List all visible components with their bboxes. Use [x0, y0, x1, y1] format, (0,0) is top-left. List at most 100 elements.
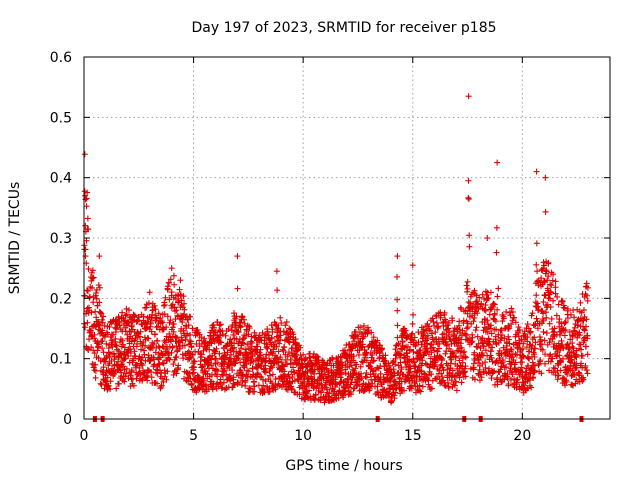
- data-point: [137, 371, 144, 378]
- data-point: [137, 328, 144, 335]
- data-point: [148, 374, 155, 381]
- data-point: [552, 278, 559, 285]
- data-point: [196, 385, 203, 392]
- spike-peak-point: [234, 253, 241, 260]
- data-point: [339, 362, 346, 369]
- spike-peak-point: [465, 93, 472, 100]
- data-point: [173, 353, 180, 360]
- data-point: [465, 177, 472, 184]
- data-point: [229, 367, 236, 374]
- data-point: [482, 302, 489, 309]
- data-point: [466, 243, 473, 250]
- data-point: [543, 314, 550, 321]
- spike-peak-point: [177, 277, 184, 284]
- data-point: [561, 332, 568, 339]
- data-point: [158, 382, 165, 389]
- data-point: [337, 353, 344, 360]
- data-point: [84, 189, 91, 196]
- data-point: [218, 339, 225, 346]
- data-point: [234, 381, 241, 388]
- data-point: [185, 322, 192, 329]
- data-point: [356, 339, 363, 346]
- data-point: [266, 372, 273, 379]
- data-point: [110, 331, 117, 338]
- data-point: [92, 374, 99, 381]
- data-point: [378, 346, 385, 353]
- data-point: [170, 361, 177, 368]
- data-point: [240, 372, 247, 379]
- data-point: [93, 295, 100, 302]
- data-point: [276, 340, 283, 347]
- data-point: [392, 389, 399, 396]
- data-point: [121, 378, 128, 385]
- data-point: [233, 313, 240, 320]
- data-point: [181, 300, 188, 307]
- data-point: [209, 384, 216, 391]
- data-point: [162, 294, 169, 301]
- y-tick-label: 0: [63, 412, 72, 428]
- data-point: [184, 330, 191, 337]
- data-point: [493, 249, 500, 256]
- data-point: [208, 371, 215, 378]
- data-point: [583, 280, 590, 287]
- data-point: [341, 347, 348, 354]
- data-point: [152, 306, 159, 313]
- data-point: [232, 324, 239, 331]
- data-point: [171, 281, 178, 288]
- data-point: [187, 338, 194, 345]
- spike-peak-point: [533, 168, 540, 175]
- data-point: [533, 292, 540, 299]
- data-point: [100, 376, 107, 383]
- data-point: [259, 329, 266, 336]
- data-point: [531, 353, 538, 360]
- x-tick-label: 5: [189, 428, 198, 444]
- data-point: [275, 325, 282, 332]
- data-point: [256, 373, 263, 380]
- data-point: [169, 343, 176, 350]
- data-points: [81, 93, 591, 406]
- data-point: [224, 349, 231, 356]
- data-point: [112, 342, 119, 349]
- data-point: [147, 357, 154, 364]
- data-point: [223, 371, 230, 378]
- data-point: [170, 328, 177, 335]
- data-point: [275, 348, 282, 355]
- data-point: [97, 309, 104, 316]
- data-point: [542, 208, 549, 215]
- data-point: [230, 331, 237, 338]
- data-point: [230, 374, 237, 381]
- data-point: [123, 370, 130, 377]
- data-point: [344, 358, 351, 365]
- data-point: [100, 349, 107, 356]
- data-point: [269, 326, 276, 333]
- data-point: [92, 361, 99, 368]
- data-point: [406, 357, 413, 364]
- data-point: [243, 328, 250, 335]
- data-point: [277, 314, 284, 321]
- data-point: [175, 299, 182, 306]
- data-point: [86, 336, 93, 343]
- data-point: [164, 313, 171, 320]
- data-point: [145, 335, 152, 342]
- data-point: [338, 354, 345, 361]
- data-point: [235, 329, 242, 336]
- data-point: [493, 224, 500, 231]
- data-point: [154, 338, 161, 345]
- data-point: [90, 299, 97, 306]
- data-point: [369, 351, 376, 358]
- data-point: [356, 381, 363, 388]
- data-point: [278, 320, 285, 327]
- data-point: [245, 368, 252, 375]
- data-point: [193, 340, 200, 347]
- data-point: [189, 325, 196, 332]
- data-point: [144, 367, 151, 374]
- data-point: [335, 395, 342, 402]
- data-point: [119, 309, 126, 316]
- data-point: [147, 320, 154, 327]
- data-point: [100, 313, 107, 320]
- data-point: [181, 306, 188, 313]
- data-point: [353, 361, 360, 368]
- data-point: [367, 371, 374, 378]
- data-point: [312, 391, 319, 398]
- data-point: [266, 388, 273, 395]
